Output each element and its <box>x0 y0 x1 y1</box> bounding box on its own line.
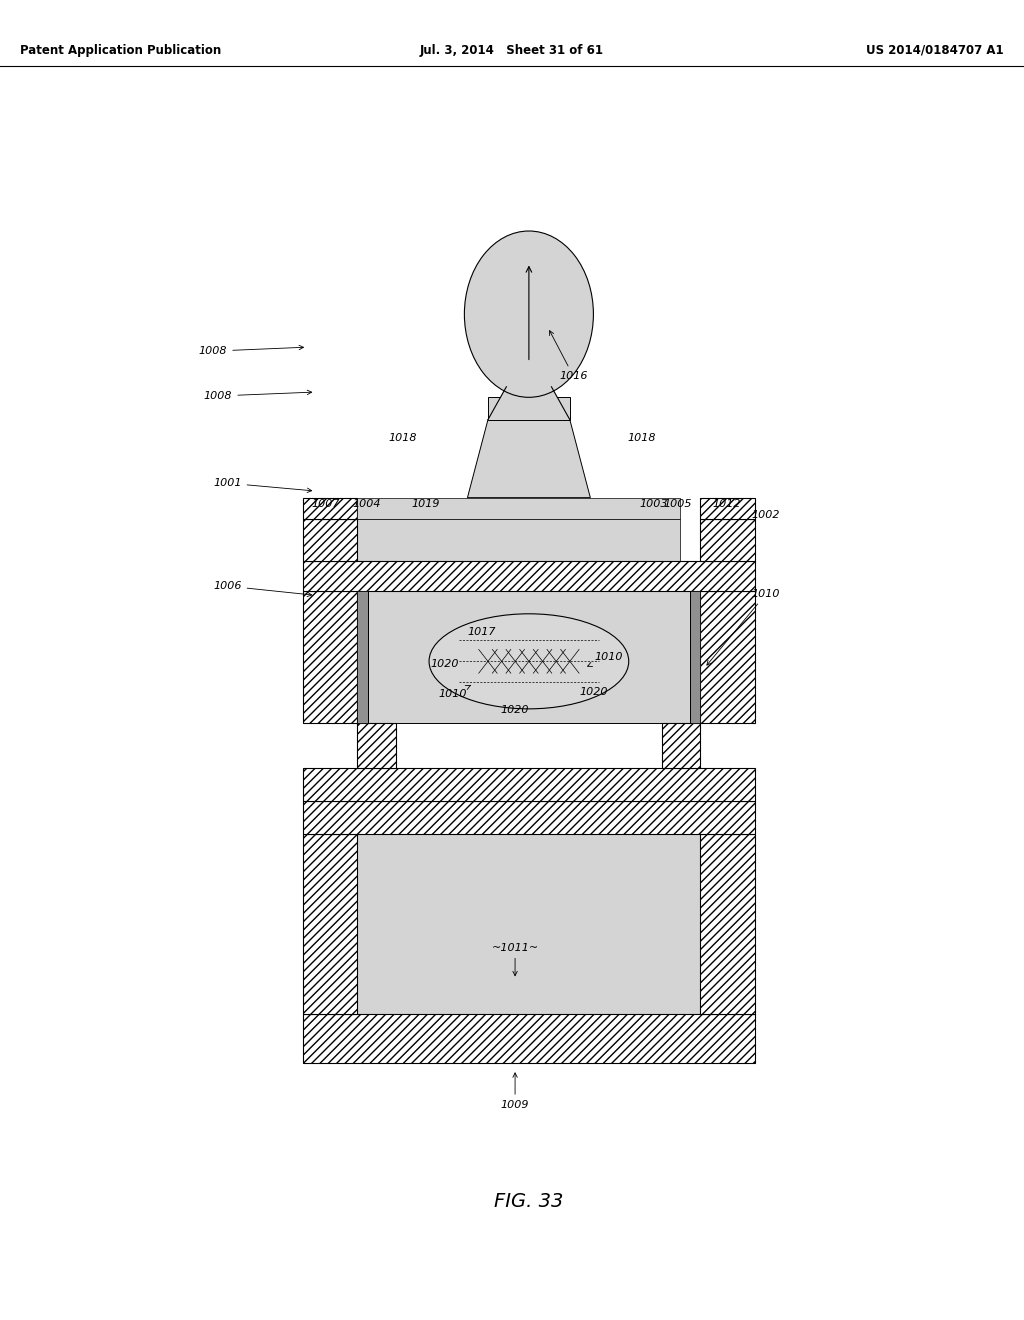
Text: 1001: 1001 <box>213 478 311 492</box>
Text: 1017: 1017 <box>467 627 496 638</box>
Bar <box>357 519 680 561</box>
Bar <box>368 591 690 723</box>
Text: 1004: 1004 <box>352 499 381 510</box>
Polygon shape <box>467 420 590 498</box>
Text: 1010: 1010 <box>438 685 471 700</box>
Text: 1019: 1019 <box>412 499 440 510</box>
Bar <box>303 1014 755 1063</box>
Text: 1003: 1003 <box>639 499 668 510</box>
Bar <box>303 498 357 519</box>
Bar <box>303 834 357 1014</box>
Bar <box>303 561 755 591</box>
Text: 1010: 1010 <box>707 589 780 665</box>
Bar <box>357 723 396 768</box>
Bar <box>303 591 357 723</box>
Bar <box>357 834 700 1014</box>
Text: Patent Application Publication: Patent Application Publication <box>20 44 222 57</box>
Text: 1020: 1020 <box>430 659 459 669</box>
Bar <box>662 723 700 768</box>
Text: ~1011~: ~1011~ <box>492 942 539 975</box>
Bar <box>700 591 755 723</box>
Bar <box>303 768 755 801</box>
Text: 1009: 1009 <box>501 1073 529 1110</box>
Text: 1018: 1018 <box>628 433 656 444</box>
Text: FIG. 33: FIG. 33 <box>495 1192 563 1210</box>
Text: 1002: 1002 <box>752 510 780 520</box>
Text: 1008: 1008 <box>204 391 311 401</box>
Bar <box>303 519 357 561</box>
Bar <box>700 834 755 1014</box>
Bar <box>700 519 755 561</box>
Bar <box>357 498 680 519</box>
Bar <box>368 591 690 723</box>
Ellipse shape <box>429 614 629 709</box>
Text: 1020: 1020 <box>580 686 608 697</box>
Text: US 2014/0184707 A1: US 2014/0184707 A1 <box>866 44 1004 57</box>
Text: 1008: 1008 <box>199 346 303 356</box>
Text: 1016: 1016 <box>550 330 588 381</box>
Bar <box>303 801 755 834</box>
Text: Jul. 3, 2014   Sheet 31 of 61: Jul. 3, 2014 Sheet 31 of 61 <box>420 44 604 57</box>
Text: 1010: 1010 <box>588 652 623 667</box>
Polygon shape <box>487 387 569 420</box>
Bar <box>487 397 569 420</box>
Text: 1005: 1005 <box>664 499 692 510</box>
Text: 1007: 1007 <box>311 499 340 510</box>
Bar <box>690 591 700 723</box>
Text: 1020: 1020 <box>501 705 529 715</box>
Text: 1018: 1018 <box>388 433 417 444</box>
Bar <box>700 498 755 519</box>
Text: 1006: 1006 <box>213 581 311 597</box>
Circle shape <box>464 231 593 397</box>
Text: 1012: 1012 <box>713 499 741 510</box>
Bar <box>357 591 368 723</box>
